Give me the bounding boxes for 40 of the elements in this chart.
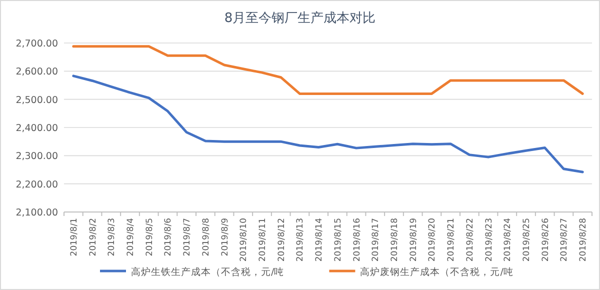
- x-tick-label: 2019/8/20: [428, 218, 438, 262]
- x-tick-label: 2019/8/12: [276, 218, 287, 262]
- x-tick-label: 2019/8/7: [182, 218, 193, 256]
- y-tick-label: 2,700.00: [16, 38, 58, 50]
- x-tick-label: 2019/8/8: [201, 218, 212, 256]
- x-tick-label: 2019/8/27: [560, 218, 570, 262]
- x-tick-label: 2019/8/28: [578, 218, 589, 262]
- y-tick-label: 2,300.00: [16, 151, 58, 162]
- x-tick-label: 2019/8/4: [126, 218, 136, 256]
- x-tick-label: 2019/8/11: [258, 218, 268, 262]
- x-tick-label: 2019/8/24: [503, 218, 514, 262]
- y-tick-label: 2,600.00: [16, 66, 58, 78]
- line-series: [72, 74, 584, 174]
- x-tick-label: 2019/8/16: [352, 218, 362, 262]
- x-tick-label: 2019/8/2: [88, 218, 98, 256]
- x-tick-label: 2019/8/5: [144, 218, 155, 256]
- line-series: [72, 45, 584, 95]
- x-tick-label: 2019/8/9: [220, 218, 230, 256]
- y-tick-label: 2,400.00: [16, 123, 58, 134]
- x-tick-label: 2019/8/23: [484, 218, 494, 262]
- x-tick-label: 2019/8/13: [296, 218, 306, 262]
- x-tick-label: 2019/8/22: [465, 218, 476, 262]
- x-tick-label: 2019/8/15: [333, 218, 344, 262]
- x-tick-label: 2019/8/26: [540, 218, 551, 262]
- x-tick-label: 2019/8/14: [314, 218, 325, 262]
- x-tick-label: 2019/8/19: [408, 218, 419, 262]
- x-tick-label: 2019/8/10: [239, 218, 250, 262]
- legend-label: 高炉生铁生产成本（不含税，元/吨: [131, 266, 284, 278]
- x-tick-label: 2019/8/1: [69, 218, 80, 256]
- x-tick-label: 2019/8/21: [446, 218, 457, 262]
- chart-title: 8月至今钢厂生产成本对比: [224, 11, 376, 26]
- x-tick-label: 2019/8/17: [371, 218, 382, 262]
- y-tick-label: 2,200.00: [16, 179, 58, 190]
- legend-label: 高炉废钢生产成本（不含税，元/吨: [360, 266, 514, 278]
- x-tick-label: 2019/8/18: [390, 218, 400, 262]
- x-tick-label: 2019/8/3: [107, 218, 118, 256]
- y-tick-label: 2,100.00: [16, 208, 58, 218]
- y-tick-label: 2,500.00: [16, 94, 58, 106]
- x-tick-label: 2019/8/6: [164, 218, 174, 256]
- x-tick-label: 2019/8/25: [522, 218, 532, 262]
